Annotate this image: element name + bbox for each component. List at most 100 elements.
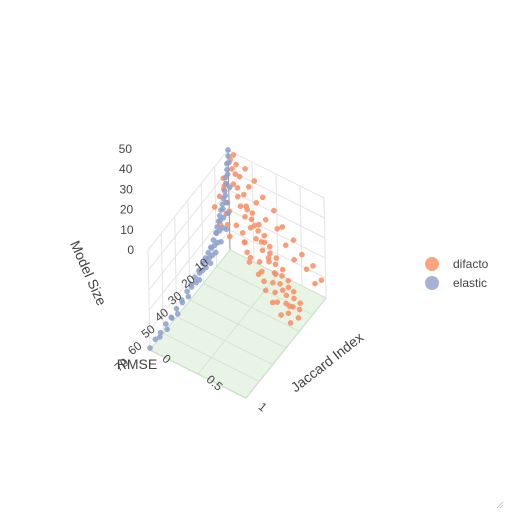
data-point-elastic <box>226 184 233 191</box>
data-point-elastic <box>225 159 232 166</box>
data-point-difacto <box>234 193 241 200</box>
data-point-difacto <box>245 184 252 190</box>
z-tick-label: 10 <box>120 223 134 237</box>
data-point-difacto <box>290 237 297 243</box>
data-point-difacto <box>269 299 276 306</box>
data-point-difacto <box>242 165 248 172</box>
gridline-floor-x <box>245 297 327 399</box>
data-point-difacto <box>277 281 283 287</box>
data-point-difacto <box>271 207 277 214</box>
data-point-difacto <box>279 273 285 279</box>
data-point-elastic <box>168 315 175 321</box>
data-point-difacto <box>262 287 269 294</box>
data-point-elastic <box>152 336 159 343</box>
data-point-elastic <box>174 311 181 317</box>
data-point-difacto <box>230 181 237 187</box>
resize-grip-icon[interactable] <box>496 501 504 509</box>
data-point-difacto <box>272 289 278 296</box>
data-point-elastic <box>224 171 231 178</box>
data-point-difacto <box>312 280 318 287</box>
data-point-difacto <box>226 233 233 240</box>
z-axis-title: Model Size <box>67 238 110 308</box>
data-point-elastic <box>185 293 192 300</box>
gridline-y-wall <box>174 216 178 317</box>
data-point-difacto <box>236 173 243 180</box>
data-point-elastic <box>207 260 214 267</box>
data-point-difacto <box>261 232 268 239</box>
data-point-difacto <box>247 254 254 261</box>
data-point-difacto <box>297 300 304 307</box>
data-point-difacto <box>253 235 259 242</box>
data-point-difacto <box>318 277 325 284</box>
data-point-elastic <box>147 345 153 351</box>
data-point-elastic <box>163 321 169 327</box>
data-point-elastic <box>173 305 180 312</box>
data-point-difacto <box>287 320 294 326</box>
data-point-difacto <box>230 152 237 158</box>
gridline-x-wall <box>323 197 327 299</box>
data-point-elastic <box>196 277 203 283</box>
data-point-elastic <box>184 288 190 295</box>
data-point-difacto <box>285 310 292 317</box>
data-point-difacto <box>282 242 289 248</box>
data-point-difacto <box>295 315 302 321</box>
data-point-difacto <box>229 165 235 172</box>
data-point-difacto <box>296 306 303 313</box>
data-point-difacto <box>258 239 265 245</box>
gridline-y-wall <box>200 183 204 284</box>
z-tick-label: 30 <box>119 182 133 196</box>
data-point-elastic <box>210 237 217 243</box>
data-point-elastic <box>218 238 224 245</box>
data-point-difacto <box>299 251 305 258</box>
data-point-elastic <box>220 214 227 221</box>
data-point-difacto <box>283 292 290 299</box>
data-point-difacto <box>265 255 272 261</box>
legend[interactable]: difacto elastic <box>425 257 489 290</box>
data-point-elastic <box>225 153 231 159</box>
data-point-difacto <box>242 213 248 220</box>
legend-label-elastic: elastic <box>453 276 487 290</box>
data-point-difacto <box>244 206 250 213</box>
data-point-elastic <box>156 334 163 340</box>
data-point-elastic <box>224 199 231 206</box>
data-point-elastic <box>225 210 231 216</box>
data-point-difacto <box>251 222 258 229</box>
gridline-y-wall <box>147 249 151 351</box>
data-point-difacto <box>266 243 273 250</box>
data-point-elastic <box>188 284 195 290</box>
legend-item-difacto[interactable]: difacto <box>425 257 489 271</box>
data-point-difacto <box>272 261 279 268</box>
legend-item-elastic[interactable]: elastic <box>425 276 487 290</box>
data-point-elastic <box>220 206 226 212</box>
data-point-difacto <box>291 295 297 302</box>
data-point-difacto <box>286 303 293 310</box>
z-tick-label: 20 <box>120 203 134 217</box>
data-point-elastic <box>221 188 228 194</box>
z-axis-line <box>227 149 231 251</box>
data-point-elastic <box>164 326 170 333</box>
gridline-x-wall <box>299 185 303 287</box>
data-point-elastic <box>205 249 211 256</box>
data-point-difacto <box>249 210 256 216</box>
data-point-difacto <box>279 266 286 273</box>
data-point-difacto <box>237 203 244 209</box>
legend-marker-elastic <box>425 276 439 290</box>
data-point-difacto <box>241 239 248 245</box>
data-point-elastic <box>179 299 186 306</box>
x-axis-title: Jaccard Index <box>288 329 367 395</box>
data-point-difacto <box>255 271 262 278</box>
data-point-difacto <box>248 216 255 223</box>
data-point-difacto <box>273 255 280 261</box>
data-point-difacto <box>274 299 281 305</box>
data-point-difacto <box>240 191 247 198</box>
data-point-difacto <box>285 277 292 284</box>
data-points <box>147 147 325 351</box>
data-point-difacto <box>310 262 316 269</box>
data-point-difacto <box>251 178 258 184</box>
data-point-difacto <box>270 279 276 286</box>
data-point-elastic <box>223 226 230 232</box>
data-point-difacto <box>278 312 284 318</box>
data-point-elastic <box>225 147 231 153</box>
